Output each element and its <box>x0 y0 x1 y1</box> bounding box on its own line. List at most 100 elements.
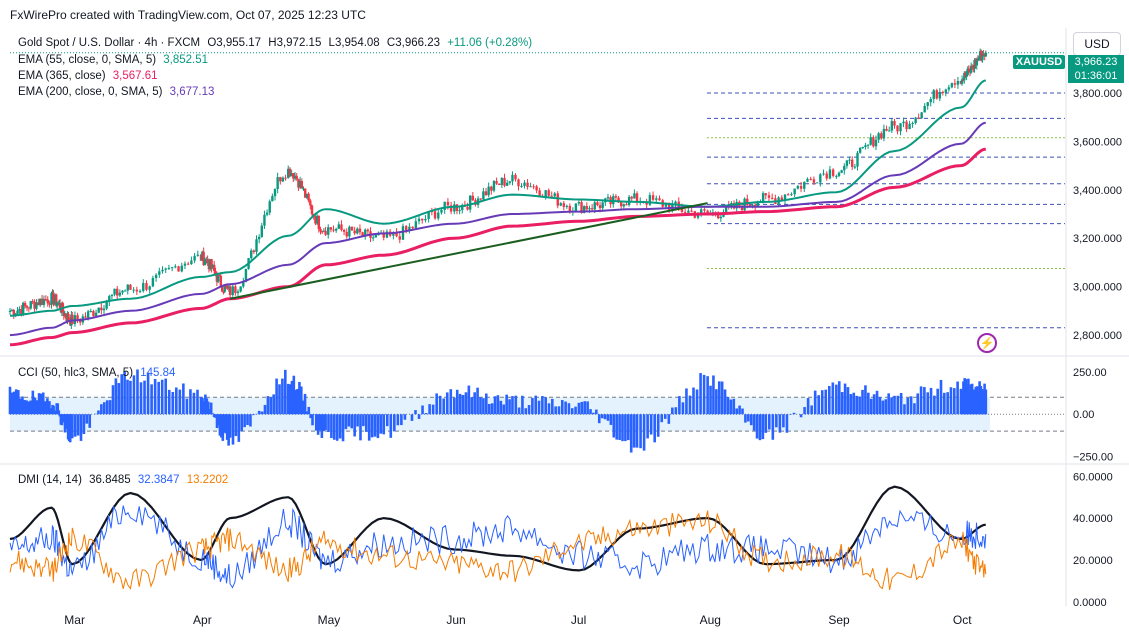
cci-bar <box>327 414 330 432</box>
candle-body <box>295 175 298 180</box>
cci-bar <box>175 387 178 415</box>
cci-bar <box>41 392 45 415</box>
candle-body <box>505 182 509 186</box>
candle-body <box>630 196 633 199</box>
candle-body <box>135 289 139 292</box>
candle-body <box>307 193 310 201</box>
candle-body <box>290 173 293 177</box>
ema200-legend[interactable]: EMA (200, close, 0, SMA, 5) 3,677.13 <box>18 86 218 98</box>
cci-legend[interactable]: CCI (50, hlc3, SMA, 5) 145.84 <box>18 367 179 379</box>
cci-bar <box>275 378 278 415</box>
candle-body <box>719 216 723 219</box>
candle-body <box>202 251 205 265</box>
cci-bar <box>660 414 664 423</box>
candle-body <box>366 229 370 232</box>
candle-body <box>374 235 378 238</box>
candle-body <box>433 211 437 219</box>
ema200-value: 3,677.13 <box>169 86 215 98</box>
cci-bar <box>738 405 741 415</box>
candle-body <box>941 91 945 93</box>
candle-body <box>923 105 926 113</box>
cci-bar <box>709 385 712 415</box>
dmi-legend[interactable]: DMI (14, 14) 36.8485 32.3847 13.2202 <box>18 474 232 486</box>
candle-body <box>914 117 917 124</box>
candle-body <box>848 159 851 161</box>
candle-body <box>479 198 482 200</box>
candle-body <box>664 203 668 207</box>
candle-body <box>568 205 572 212</box>
cci-histogram <box>8 369 988 453</box>
candle-body <box>482 191 485 200</box>
cci-axis-label: 250.00 <box>1073 367 1107 379</box>
currency-selector[interactable]: USD <box>1073 32 1121 56</box>
candle-body <box>864 145 867 147</box>
cci-bar <box>810 405 813 415</box>
candle-body <box>655 198 658 200</box>
candle-body <box>334 228 338 231</box>
cci-bar <box>881 400 885 415</box>
cci-bar <box>428 404 431 415</box>
cci-bar <box>330 414 333 439</box>
cci-bar <box>221 414 225 441</box>
cci-bar <box>846 387 850 415</box>
candle-body <box>743 198 746 211</box>
candle-body <box>588 208 591 210</box>
cci-bar <box>903 404 906 415</box>
candle-body <box>553 193 556 197</box>
candle-body <box>770 197 774 199</box>
ema365-legend[interactable]: EMA (365, close) 3,567.61 <box>18 70 162 82</box>
cci-bar <box>741 408 744 415</box>
cci-bar <box>43 401 47 415</box>
cci-bar <box>517 407 521 415</box>
cci-bar <box>541 396 544 415</box>
cci-bar <box>479 397 482 415</box>
cci-bar <box>835 384 838 415</box>
candle-body <box>582 206 586 213</box>
cci-bar <box>12 391 16 415</box>
candle-body <box>514 174 517 180</box>
ema-line <box>9 79 987 317</box>
cci-bar <box>858 396 861 415</box>
cci-bar <box>747 414 750 422</box>
cci-bar <box>417 414 421 419</box>
cci-bar <box>382 414 386 435</box>
candle-body <box>161 269 164 272</box>
cci-bar <box>564 401 567 415</box>
candle-body <box>888 130 891 132</box>
cci-bar <box>735 408 738 415</box>
candle-body <box>113 288 116 295</box>
candle-body <box>404 226 408 230</box>
candle-body <box>556 193 559 206</box>
symbol-label[interactable]: Gold Spot / U.S. Dollar · 4h · FXCM <box>18 37 201 49</box>
cci-bar <box>929 387 933 415</box>
cci-bar <box>583 401 587 415</box>
main-legend: Gold Spot / U.S. Dollar · 4h · FXCM O3,9… <box>18 37 536 49</box>
candle-body <box>761 193 765 202</box>
ema55-legend[interactable]: EMA (55, close, 0, SMA, 5) 3,852.51 <box>18 54 212 66</box>
cci-bar <box>946 392 949 415</box>
candle-body <box>977 57 981 60</box>
cci-bar <box>400 414 403 426</box>
cci-bar <box>305 411 309 415</box>
candle-body <box>319 229 322 232</box>
candle-body <box>276 177 279 190</box>
cci-bar <box>618 414 621 440</box>
lightning-circle-icon[interactable]: ⚡ <box>977 333 997 353</box>
cci-bar <box>615 414 618 440</box>
candle-body <box>966 68 969 75</box>
cci-bar <box>57 410 61 415</box>
cci-bar <box>278 384 281 415</box>
candle-body <box>614 196 618 198</box>
candle-body <box>145 283 148 290</box>
candle-body <box>458 210 461 212</box>
candle-body <box>424 218 427 221</box>
cci-bar <box>309 414 312 419</box>
cci-bar <box>453 397 456 415</box>
candle-body <box>975 58 978 66</box>
cci-bar <box>490 403 494 415</box>
candle-body <box>535 186 538 191</box>
cci-bar <box>531 397 534 415</box>
candle-body <box>322 230 326 232</box>
cci-bar <box>205 398 209 415</box>
